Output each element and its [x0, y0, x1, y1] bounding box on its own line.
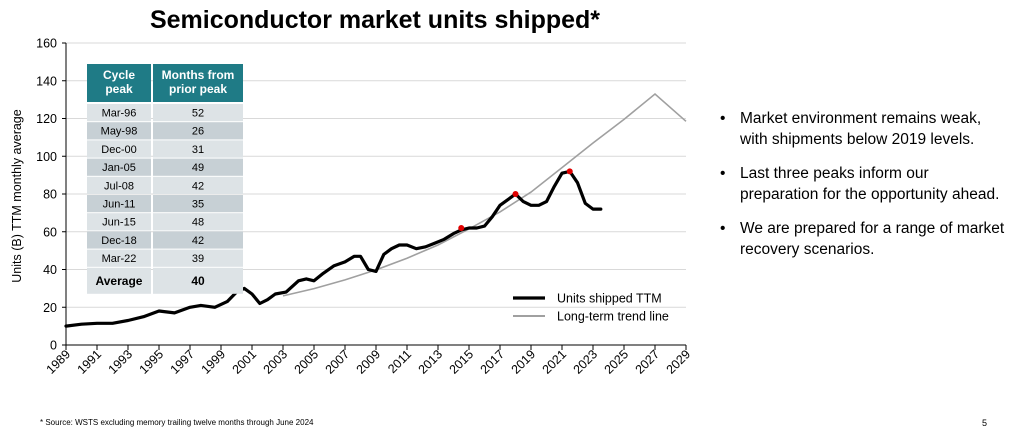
- table-row-cell: [87, 104, 151, 122]
- page-number: 5: [982, 418, 988, 428]
- x-tick-label: 2019: [509, 347, 539, 377]
- units-shipped-line: [64, 169, 603, 328]
- table-header-cell: [153, 64, 243, 102]
- table-header-label: prior peak: [169, 82, 227, 96]
- x-tick-label: 2023: [571, 347, 601, 377]
- x-tick-label: 2027: [633, 347, 663, 377]
- x-tick-label: 1989: [44, 347, 74, 377]
- table-header-label: Cycle: [103, 68, 135, 82]
- x-tick-label: 2009: [354, 347, 384, 377]
- table-row-cell: [87, 140, 151, 158]
- y-tick-label: 60: [43, 225, 57, 239]
- table-cycle-peak: Mar-96: [102, 108, 137, 120]
- x-tick-label: 2029: [664, 347, 694, 377]
- y-axis-label: Units (B) TTM monthly average: [10, 109, 24, 282]
- table-row-cell: [153, 195, 243, 213]
- table-row-cell: [153, 231, 243, 249]
- table-months-value: 49: [192, 162, 204, 174]
- table-row-cell: [87, 176, 151, 194]
- table-months-value: 42: [192, 235, 204, 247]
- table-months-value: 42: [192, 180, 204, 192]
- x-tick-label: 1991: [75, 347, 105, 377]
- peak-marker: [566, 168, 573, 175]
- slide-title: Semiconductor market units shipped*: [149, 6, 601, 34]
- x-tick-label: 2025: [602, 347, 632, 377]
- legend-label-trend: Long-term trend line: [557, 310, 669, 324]
- y-tick-label: 140: [36, 74, 57, 88]
- trend-line: [282, 92, 687, 297]
- table-row-cell: [153, 158, 243, 176]
- table-row-cell: [153, 140, 243, 158]
- table-months-value: 39: [192, 253, 204, 265]
- chart-legend: Units shipped TTM Long-term trend line: [513, 292, 669, 324]
- table-months-value: 48: [192, 217, 204, 229]
- x-tick-label: 2015: [447, 347, 477, 377]
- bullet-item: • We are prepared for a range of market r…: [720, 220, 1005, 258]
- table-row-cell: [153, 104, 243, 122]
- table-cycle-peak: Dec-00: [101, 144, 136, 156]
- table-header-label: Months from: [162, 68, 235, 82]
- table-header-label: peak: [105, 82, 133, 96]
- x-tick-label: 1993: [106, 347, 136, 377]
- table-average-label: Average: [96, 274, 143, 288]
- x-tick-label: 1999: [199, 347, 229, 377]
- x-tick-label: 1997: [168, 347, 198, 377]
- table-cycle-peak: Jan-05: [102, 162, 136, 174]
- table-row-cell: [87, 122, 151, 140]
- x-tick-label: 2007: [323, 347, 353, 377]
- y-tick-label: 0: [50, 339, 57, 353]
- source-footnote: * Source: WSTS excluding memory trailing…: [40, 418, 314, 427]
- x-tick-label: 2013: [416, 347, 446, 377]
- x-tick-label: 2001: [230, 347, 260, 377]
- table-row-cell: [87, 249, 151, 267]
- table-header-cell: [87, 64, 151, 102]
- table-months-value: 31: [192, 144, 204, 156]
- x-tick-label: 1995: [137, 347, 167, 377]
- table-months-value: 52: [192, 108, 204, 120]
- table-cycle-peak: Jun-15: [102, 217, 136, 229]
- table-row-cell: [87, 213, 151, 231]
- table-row-cell: [153, 213, 243, 231]
- table-row-cell: [153, 176, 243, 194]
- table-cycle-peak: May-98: [101, 126, 138, 138]
- y-tick-label: 20: [43, 301, 57, 315]
- table-average-value: 40: [191, 274, 205, 288]
- x-tick-label: 2003: [261, 347, 291, 377]
- table-row-cell: [153, 122, 243, 140]
- bullet-list: • Market environment remains weak, with s…: [718, 108, 1008, 273]
- x-tick-label: 2005: [292, 347, 322, 377]
- peak-marker: [512, 191, 519, 197]
- table-cycle-peak: Dec-18: [101, 235, 136, 247]
- legend-label-units: Units shipped TTM: [557, 292, 662, 306]
- y-tick-label: 120: [36, 112, 57, 126]
- y-tick-label: 100: [36, 150, 57, 164]
- bullet-item: • Market environment remains weak, with s…: [720, 110, 982, 148]
- y-tick-label: 160: [36, 37, 57, 51]
- peak-marker: [458, 224, 465, 231]
- bullet-item: • Last three peaks inform our preparation…: [720, 165, 1000, 203]
- x-tick-label: 2017: [478, 347, 508, 377]
- table-cycle-peak: Mar-22: [102, 253, 137, 265]
- table-row-cell: [153, 249, 243, 267]
- chart-series: [64, 92, 687, 328]
- x-tick-label: 2011: [385, 347, 414, 376]
- table-footer-cell: [153, 267, 243, 294]
- table-cycle-peak: Jun-11: [103, 199, 136, 211]
- table-row-cell: [87, 195, 151, 213]
- table-row-cell: [87, 231, 151, 249]
- table-footer-cell: [87, 267, 151, 294]
- table-row-cell: [87, 158, 151, 176]
- y-tick-label: 80: [43, 188, 57, 202]
- table-cycle-peak: Jul-08: [104, 180, 134, 192]
- y-tick-label: 40: [43, 263, 57, 277]
- table-months-value: 35: [192, 199, 204, 211]
- x-tick-label: 2021: [540, 347, 570, 377]
- table-months-value: 26: [192, 126, 204, 138]
